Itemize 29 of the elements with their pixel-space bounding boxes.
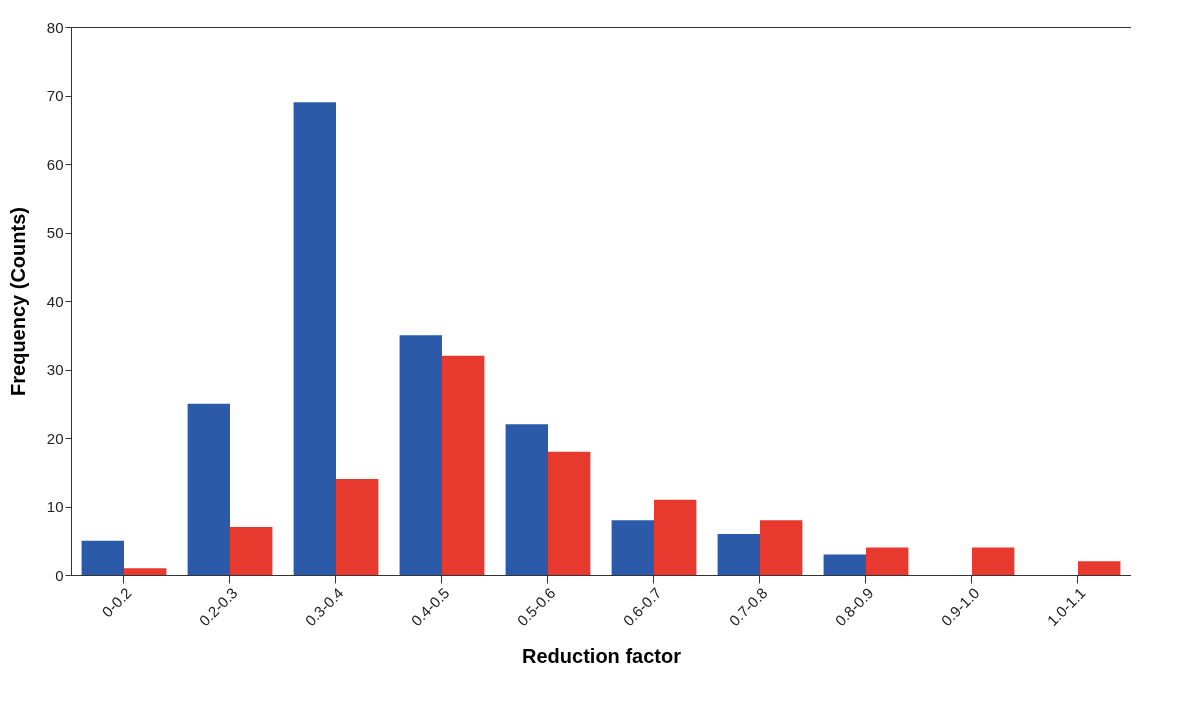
- bar: [823, 554, 866, 575]
- y-tick-label: 70: [46, 87, 64, 104]
- bar: [760, 520, 803, 575]
- x-axis-title: Reduction factor: [522, 645, 682, 668]
- y-tick-label: 0: [55, 566, 64, 584]
- y-tick-label: 80: [46, 18, 64, 36]
- bar: [230, 527, 273, 575]
- bar: [1078, 561, 1121, 575]
- bar: [717, 533, 760, 575]
- y-tick-label: 20: [46, 429, 64, 447]
- bar: [124, 568, 167, 575]
- bar: [611, 520, 654, 575]
- bar: [548, 451, 591, 575]
- bar: [187, 403, 230, 575]
- bar: [399, 335, 442, 575]
- y-tick-label: 30: [46, 361, 64, 378]
- y-tick-label: 40: [46, 292, 64, 310]
- bar: [654, 499, 697, 575]
- bar: [336, 479, 379, 575]
- bar: [442, 355, 485, 575]
- y-tick-label: 60: [46, 155, 64, 173]
- bar: [866, 547, 909, 575]
- bar: [293, 102, 336, 575]
- y-tick-label: 50: [46, 224, 64, 241]
- y-tick-label: 10: [46, 498, 64, 515]
- bar: [505, 424, 548, 575]
- y-axis-title: Frequency (Counts): [6, 207, 29, 396]
- bar: [972, 547, 1015, 575]
- bar: [81, 540, 124, 575]
